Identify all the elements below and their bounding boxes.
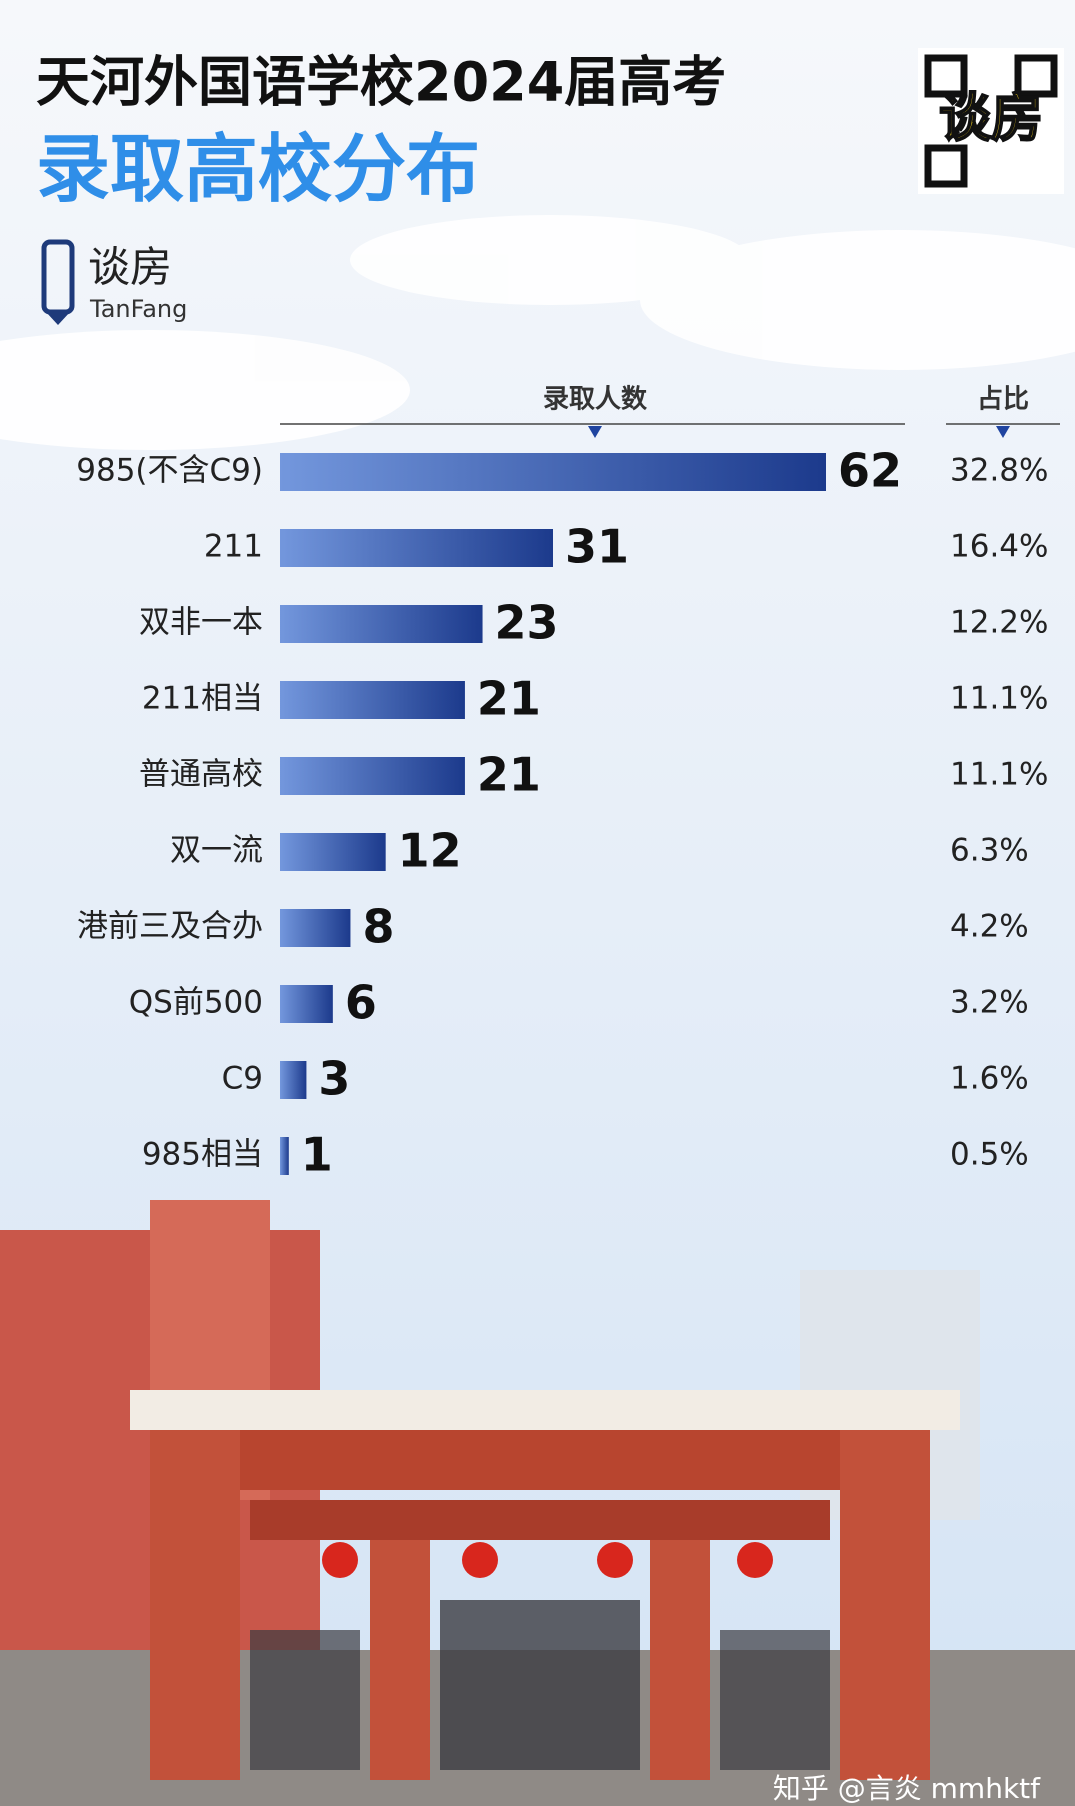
bar: [280, 681, 465, 719]
value-label: 21: [477, 672, 541, 726]
header-arrow: [996, 426, 1010, 438]
share-label: 3.2%: [950, 985, 1029, 1021]
value-label: 12: [398, 824, 462, 878]
bar: [280, 453, 826, 491]
value-label: 8: [362, 900, 394, 954]
bar: [280, 1137, 289, 1175]
header-arrow: [588, 426, 602, 438]
clouds: [0, 215, 1075, 450]
share-label: 12.2%: [950, 605, 1048, 641]
value-label: 31: [565, 520, 629, 574]
bar: [280, 757, 465, 795]
value-label: 3: [318, 1052, 350, 1106]
column-header: 录取人数: [543, 385, 648, 415]
subtitle: 录取高校分布: [36, 127, 480, 213]
share-label: 6.3%: [950, 833, 1029, 869]
bar: [280, 985, 333, 1023]
share-label: 0.5%: [950, 1137, 1029, 1173]
category-label: C9: [222, 1061, 263, 1097]
bar: [280, 529, 553, 567]
brand-en: TanFang: [89, 295, 187, 323]
category-label: QS前500: [129, 985, 263, 1021]
bar: [280, 909, 351, 947]
share-label: 1.6%: [950, 1061, 1029, 1097]
qr-text: 谈房: [939, 89, 1043, 149]
school-photo: [0, 1200, 1075, 1806]
share-label: 4.2%: [950, 909, 1029, 945]
category-label: 普通高校: [139, 757, 263, 793]
logo: [41, 239, 75, 325]
category-label: 双非一本: [139, 605, 263, 641]
title: 天河外国语学校2024届高考: [36, 51, 726, 114]
value-label: 21: [477, 748, 541, 802]
category-label: 211: [204, 529, 263, 565]
category-label: 985相当: [142, 1137, 263, 1173]
footer: 知乎 @言炎 mmhktf: [773, 1772, 1041, 1805]
share-label: 11.1%: [950, 757, 1048, 793]
value-label: 62: [838, 444, 902, 498]
category-label: 211相当: [142, 681, 263, 717]
brand: 谈房: [88, 243, 172, 292]
category-label: 港前三及合办: [77, 909, 263, 945]
share-label: 32.8%: [950, 453, 1048, 489]
category-label: 985(不含C9): [76, 453, 263, 489]
share-label: 11.1%: [950, 681, 1048, 717]
bar: [280, 1061, 307, 1099]
bar: [280, 833, 386, 871]
value-label: 23: [495, 596, 559, 650]
qr-code: 谈房: [918, 48, 1064, 194]
value-label: 6: [345, 976, 377, 1030]
column-header: 占比: [977, 385, 1029, 415]
share-label: 16.4%: [950, 529, 1048, 565]
bar: [280, 605, 483, 643]
category-label: 双一流: [170, 833, 263, 869]
value-label: 1: [301, 1128, 333, 1182]
